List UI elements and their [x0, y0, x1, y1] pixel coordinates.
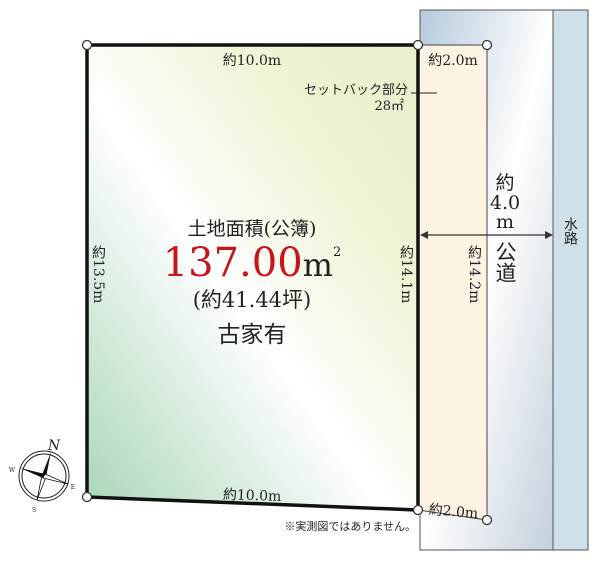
lot-top-dimension: 約10.0m — [223, 53, 281, 69]
road-width-value: 4.0 — [490, 192, 520, 214]
setback-length: 約14.2m — [466, 245, 482, 303]
lot-area-tsubo: (約41.44坪) — [193, 288, 312, 312]
lot-area-value: 137.00m2 — [163, 240, 342, 286]
waterway — [552, 9, 589, 551]
setback-area: 28㎡ — [374, 99, 404, 114]
arrow-right-icon — [545, 231, 553, 239]
road-width-unit: m — [496, 211, 514, 233]
arrow-left-icon — [420, 231, 428, 239]
setback-bottom-width: 約2.0m — [428, 502, 479, 522]
waterway-label: 水路 — [562, 217, 578, 245]
corner-markers — [81, 39, 493, 526]
svg-text:N: N — [47, 438, 61, 454]
lot-bottom-dimension: 約10.0m — [223, 487, 282, 505]
setback-label: セットバック部分 — [304, 83, 408, 98]
setback-top-width: 約2.0m — [428, 53, 478, 69]
disclaimer: ※実測図ではありません。 — [284, 519, 416, 533]
lot-left-dimension: 約13.5m — [90, 245, 106, 303]
svg-text:S: S — [32, 507, 36, 514]
road-type: 公道 — [493, 241, 517, 283]
road-width-prefix: 約 — [495, 172, 514, 194]
lot-note: 古家有 — [218, 322, 287, 348]
compass-icon: N E S W — [9, 438, 75, 514]
lot-area-title: 土地面積(公簿) — [188, 218, 317, 240]
svg-text:E: E — [71, 484, 75, 491]
svg-text:W: W — [9, 467, 16, 474]
lot-right-dimension: 約14.1m — [398, 245, 414, 303]
